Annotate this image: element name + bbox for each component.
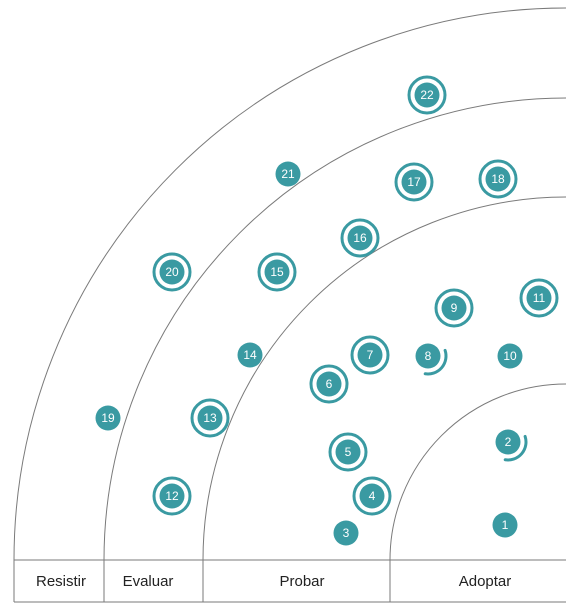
blip-dot-icon [275,161,301,187]
blip-dot-icon [359,483,385,509]
blip-half-ring-icon [423,348,448,376]
ring-labels: Adoptar Probar Evaluar Resistir [36,573,511,590]
blip-number: 1 [502,518,509,532]
blip-number: 17 [407,175,421,189]
blip-dot-icon [492,512,518,538]
blip-19[interactable]: 19 [95,405,121,431]
blip-dot-icon [159,483,185,509]
ring-boundaries [13,7,566,602]
blip-11[interactable]: 11 [519,278,559,318]
blip-ring-icon [352,476,392,516]
blip-16[interactable]: 16 [340,218,380,258]
blip-dot-icon [497,343,523,369]
ring-label-probar: Probar [279,573,324,590]
blip-9[interactable]: 9 [434,288,474,328]
blip-number: 20 [165,265,179,279]
blip-number: 14 [243,348,257,362]
blip-ring-icon [340,218,380,258]
blip-dot-icon [333,520,359,546]
blip-number: 3 [343,526,350,540]
blip-dot-icon [526,285,552,311]
blip-ring-icon [190,398,230,438]
blip-ring-icon [309,364,349,404]
ring-label-resistir: Resistir [36,573,86,590]
blip-dot-icon [237,342,263,368]
blip-8[interactable]: 8 [415,343,448,376]
blip-number: 21 [281,167,295,181]
ring-arc-probar [202,196,566,561]
blip-14[interactable]: 14 [237,342,263,368]
blip-ring-icon [152,252,192,292]
ring-arc-resistir [13,7,566,561]
blip-number: 2 [505,435,512,449]
blip-15[interactable]: 15 [257,252,297,292]
blip-dot-icon [357,342,383,368]
blip-ring-icon [434,288,474,328]
blip-number: 18 [491,172,505,186]
blip-4[interactable]: 4 [352,476,392,516]
blip-dot-icon [441,295,467,321]
blip-dot-icon [485,166,511,192]
blip-5[interactable]: 5 [328,432,368,472]
blip-dot-icon [495,429,521,455]
ring-label-evaluar: Evaluar [123,573,174,590]
ring-arc-adoptar [389,383,566,561]
blip-number: 9 [451,301,458,315]
blip-6[interactable]: 6 [309,364,349,404]
blip-dot-icon [95,405,121,431]
blip-number: 15 [270,265,284,279]
blip-half-ring-icon [503,434,528,462]
blip-ring-icon [328,432,368,472]
blip-dot-icon [401,169,427,195]
blip-ring-icon [152,476,192,516]
blip-number: 6 [326,377,333,391]
blip-number: 12 [165,489,179,503]
blip-ring-icon [350,335,390,375]
blip-2[interactable]: 2 [495,429,528,462]
blip-number: 19 [101,411,115,425]
blip-21[interactable]: 21 [275,161,301,187]
blip-1[interactable]: 1 [492,512,518,538]
blip-17[interactable]: 17 [394,162,434,202]
blip-dot-icon [347,225,373,251]
blip-ring-icon [257,252,297,292]
blip-7[interactable]: 7 [350,335,390,375]
blip-ring-icon [394,162,434,202]
blip-12[interactable]: 12 [152,476,192,516]
blip-number: 13 [203,411,217,425]
blip-number: 8 [425,349,432,363]
blip-dot-icon [414,82,440,108]
blip-ring-icon [519,278,559,318]
blip-number: 10 [503,349,517,363]
blip-dot-icon [316,371,342,397]
blip-ring-icon [478,159,518,199]
blip-dot-icon [197,405,223,431]
blip-number: 7 [367,348,374,362]
blip-number: 22 [420,88,434,102]
blip-20[interactable]: 20 [152,252,192,292]
blip-number: 16 [353,231,367,245]
blip-13[interactable]: 13 [190,398,230,438]
blip-dot-icon [335,439,361,465]
blip-3[interactable]: 3 [333,520,359,546]
blip-22[interactable]: 22 [407,75,447,115]
blip-number: 11 [533,291,546,305]
ring-label-adoptar: Adoptar [459,573,512,590]
blip-dot-icon [415,343,441,369]
blip-18[interactable]: 18 [478,159,518,199]
blip-dot-icon [159,259,185,285]
blip-10[interactable]: 10 [497,343,523,369]
ring-arc-evaluar [103,97,566,561]
blip-number: 4 [369,489,376,503]
blip-ring-icon [407,75,447,115]
blip-dot-icon [264,259,290,285]
blip-number: 5 [345,445,352,459]
